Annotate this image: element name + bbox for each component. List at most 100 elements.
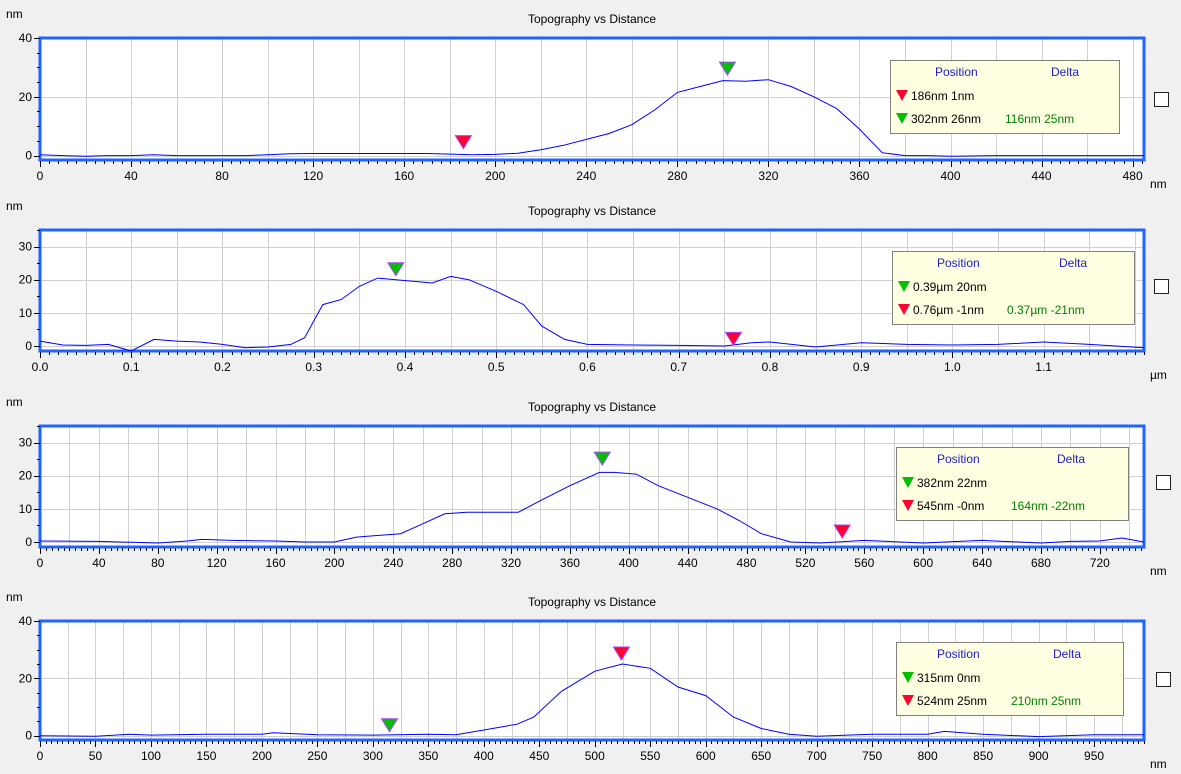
y-tick-label: 20: [19, 273, 33, 287]
y-tick-label: 20: [19, 671, 33, 685]
legend-header-position: Position: [937, 256, 980, 270]
x-tick-label: 400: [619, 556, 639, 570]
x-tick-label: 0.9: [853, 360, 870, 374]
panel-checkbox-1[interactable]: [1154, 92, 1169, 107]
chart-title: Topography vs Distance: [528, 204, 656, 218]
panel-checkbox-2[interactable]: [1154, 279, 1169, 294]
y-tick-label: 20: [19, 90, 33, 104]
x-tick-label: 150: [196, 749, 216, 763]
y-tick-label: 10: [19, 502, 33, 516]
x-tick-label: 700: [807, 749, 827, 763]
legend-delta-value: 164nm -22nm: [1011, 499, 1086, 513]
x-tick-label: 300: [363, 749, 383, 763]
legend-header-delta: Delta: [1059, 256, 1088, 270]
legend-header-delta: Delta: [1057, 452, 1086, 466]
panel-checkbox-4[interactable]: [1156, 672, 1171, 687]
x-tick-label: 400: [474, 749, 494, 763]
x-tick-label: 280: [442, 556, 462, 570]
x-axis-unit-label: nm: [1150, 757, 1167, 771]
x-tick-label: 600: [913, 556, 933, 570]
x-tick-label: 900: [1029, 749, 1049, 763]
x-tick-label: 280: [667, 169, 687, 183]
cursor-marker: [612, 646, 631, 661]
y-tick-label: 10: [19, 306, 33, 320]
y-tick-label: 0: [25, 149, 32, 163]
x-tick-label: 0.7: [670, 360, 687, 374]
x-tick-label: 40: [124, 169, 138, 183]
x-tick-label: 720: [1090, 556, 1110, 570]
x-tick-label: 0: [37, 749, 44, 763]
red-marker-icon: [898, 304, 910, 315]
x-tick-label: 80: [151, 556, 165, 570]
y-axis-unit-label: nm: [6, 199, 23, 213]
x-tick-label: 350: [418, 749, 438, 763]
plot-border: [38, 424, 1146, 549]
cursor-marker: [593, 451, 612, 467]
cursor-marker: [386, 262, 405, 277]
x-tick-label: 200: [324, 556, 344, 570]
legend-position-value: 382nm 22nm: [917, 476, 988, 490]
x-tick-label: 200: [252, 749, 272, 763]
x-tick-label: 0.5: [488, 360, 505, 374]
cursor-legend-1: Position Delta 186nm 1nm 302nm 26nm 116nm…: [890, 60, 1120, 134]
x-tick-label: 160: [394, 169, 414, 183]
legend-position-value: 524nm 25nm: [917, 694, 988, 708]
legend-position-value: 0.76µm -1nm: [913, 303, 984, 317]
legend-delta-value: 210nm 25nm: [1011, 694, 1082, 708]
x-tick-label: 550: [640, 749, 660, 763]
legend-delta-value: 116nm 25nm: [1005, 112, 1075, 126]
legend-row-2: 302nm 26nm 116nm 25nm: [896, 112, 1074, 128]
red-marker-icon: [902, 500, 914, 511]
legend-header-position: Position: [935, 65, 978, 79]
legend-position-value: 186nm 1nm: [911, 89, 975, 103]
y-tick-label: 40: [19, 614, 33, 628]
green-marker-icon: [902, 477, 914, 488]
x-tick-label: 250: [307, 749, 327, 763]
legend-row-1: 0.39µm 20nm: [898, 280, 1007, 296]
legend-position-value: 0.39µm 20nm: [913, 280, 987, 294]
x-tick-label: 0.8: [762, 360, 779, 374]
chart-panel-3: 0 40 80 120 160 200 240 280 320 360 400 440 480 520 56…: [0, 392, 1181, 588]
x-tick-label: 520: [795, 556, 815, 570]
x-tick-label: 850: [973, 749, 993, 763]
y-axis-unit-label: nm: [6, 590, 23, 604]
x-tick-label: 240: [383, 556, 403, 570]
legend-row-2: 545nm -0nm 164nm -22nm: [902, 499, 1085, 515]
x-tick-label: 360: [849, 169, 869, 183]
x-tick-label: 0.2: [214, 360, 231, 374]
legend-header-position: Position: [937, 647, 980, 661]
plot-border: [38, 228, 1146, 353]
x-tick-label: 680: [1031, 556, 1051, 570]
green-marker-icon: [902, 672, 914, 683]
x-tick-label: 120: [303, 169, 323, 183]
legend-row-2: 524nm 25nm 210nm 25nm: [902, 694, 1081, 710]
x-tick-label: 80: [215, 169, 229, 183]
cursor-marker: [718, 61, 737, 77]
x-tick-label: 800: [918, 749, 938, 763]
x-tick-label: 240: [576, 169, 596, 183]
series-line: [39, 79, 1144, 157]
x-tick-label: 440: [1032, 169, 1052, 183]
x-tick-label: 100: [141, 749, 161, 763]
x-tick-label: 450: [529, 749, 549, 763]
series-line: [39, 663, 1144, 738]
red-marker-icon: [902, 695, 914, 706]
cursor-marker: [380, 718, 399, 733]
x-tick-label: 0.0: [32, 360, 49, 374]
cursor-marker: [724, 331, 743, 347]
x-axis-unit-label: nm: [1150, 177, 1167, 191]
x-tick-label: 0.3: [305, 360, 322, 374]
panel-checkbox-3[interactable]: [1156, 475, 1171, 490]
series-line: [39, 275, 1145, 352]
chart-title: Topography vs Distance: [528, 12, 656, 26]
x-tick-label: 0.1: [123, 360, 140, 374]
x-tick-label: 320: [758, 169, 778, 183]
y-tick-label: 20: [19, 469, 33, 483]
x-tick-label: 440: [678, 556, 698, 570]
x-tick-label: 50: [89, 749, 103, 763]
chart-panel-1: 0 40 80 120 160 200 240 280 320 360 400 440 480 0 20 40…: [0, 0, 1181, 196]
legend-row-2: 0.76µm -1nm 0.37µm -21nm: [898, 303, 1085, 319]
x-tick-label: 480: [737, 556, 757, 570]
y-axis-unit-label: nm: [6, 395, 23, 409]
plot-border: [38, 619, 1146, 742]
